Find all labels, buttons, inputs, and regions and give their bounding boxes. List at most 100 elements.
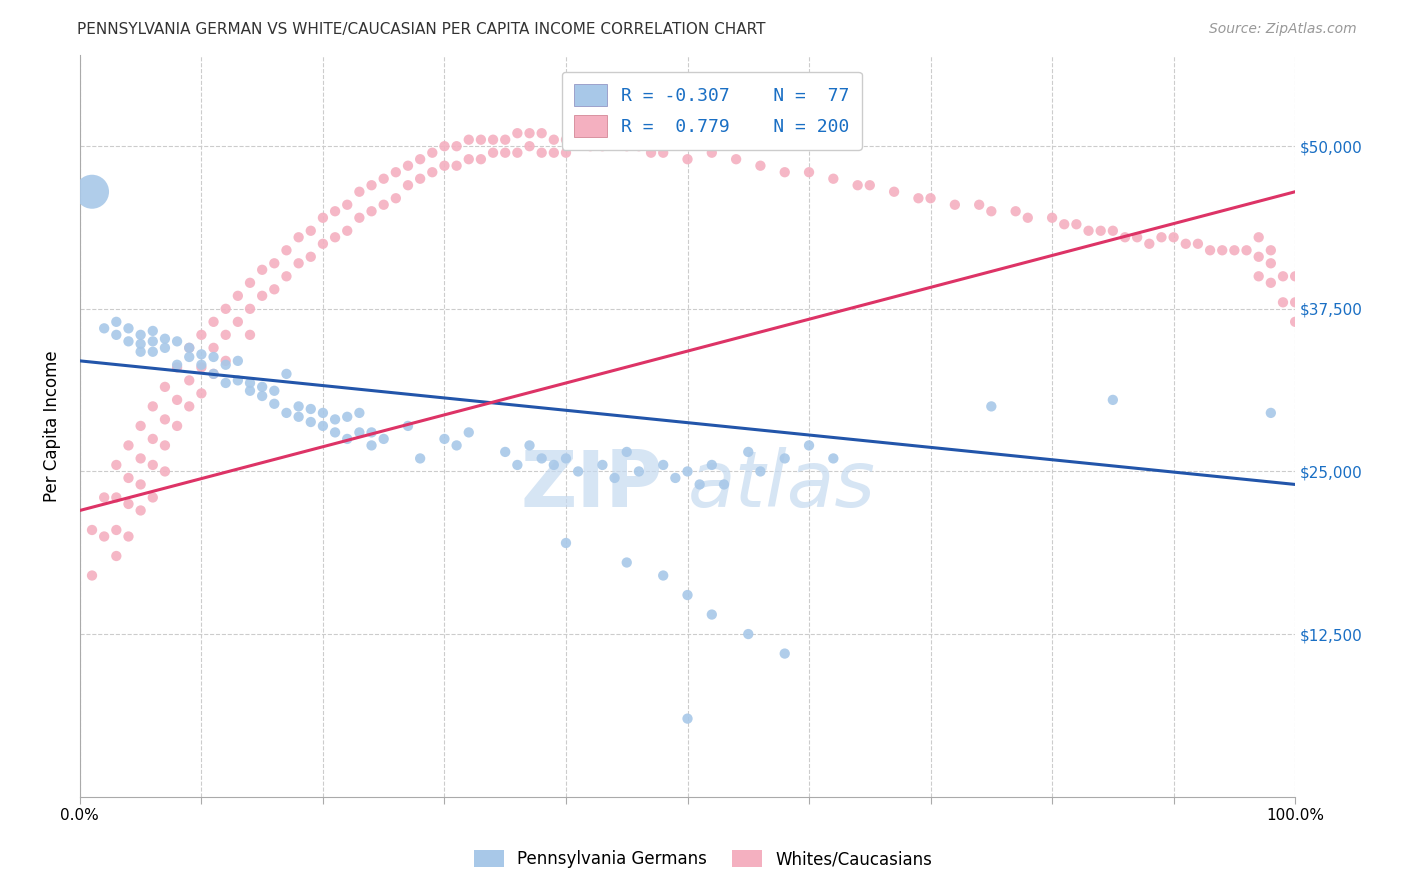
Point — [446, 159, 468, 173]
Point — [616, 445, 638, 459]
Point — [1077, 224, 1099, 238]
Point — [676, 712, 699, 726]
Point — [215, 301, 238, 316]
Point — [129, 344, 152, 359]
Point — [215, 327, 238, 342]
Point — [166, 392, 188, 407]
Point — [1247, 250, 1270, 264]
Point — [360, 204, 382, 219]
Point — [287, 409, 309, 424]
Point — [519, 126, 541, 140]
Point — [676, 588, 699, 602]
Point — [117, 471, 139, 485]
Point — [166, 418, 188, 433]
Point — [494, 445, 516, 459]
Point — [336, 409, 359, 424]
Point — [373, 432, 395, 446]
Point — [129, 327, 152, 342]
Point — [980, 204, 1002, 219]
Point — [664, 471, 686, 485]
Point — [749, 465, 772, 479]
Point — [567, 465, 589, 479]
Point — [420, 165, 443, 179]
Point — [360, 178, 382, 193]
Point — [239, 384, 262, 398]
Point — [153, 341, 176, 355]
Point — [190, 386, 212, 401]
Point — [1272, 269, 1295, 284]
Point — [373, 198, 395, 212]
Point — [433, 139, 456, 153]
Point — [652, 458, 675, 472]
Point — [93, 491, 115, 505]
Point — [859, 178, 882, 193]
Point — [920, 191, 942, 205]
Point — [1174, 236, 1197, 251]
Point — [360, 438, 382, 452]
Point — [239, 376, 262, 390]
Point — [312, 211, 335, 225]
Point — [105, 327, 128, 342]
Point — [250, 389, 273, 403]
Point — [153, 332, 176, 346]
Point — [142, 334, 165, 349]
Point — [652, 568, 675, 582]
Point — [80, 523, 103, 537]
Point — [797, 165, 820, 179]
Point — [725, 152, 748, 166]
Point — [737, 627, 759, 641]
Point — [263, 397, 285, 411]
Point — [1126, 230, 1149, 244]
Point — [166, 334, 188, 349]
Point — [105, 549, 128, 563]
Point — [129, 477, 152, 491]
Point — [1137, 236, 1160, 251]
Point — [179, 400, 201, 414]
Point — [797, 438, 820, 452]
Point — [555, 536, 578, 550]
Point — [907, 191, 929, 205]
Point — [226, 354, 249, 368]
Point — [567, 133, 589, 147]
Point — [129, 418, 152, 433]
Point — [299, 250, 322, 264]
Text: ZIP: ZIP — [522, 447, 664, 524]
Legend: R = -0.307    N =  77, R =  0.779    N = 200: R = -0.307 N = 77, R = 0.779 N = 200 — [561, 71, 862, 150]
Point — [263, 282, 285, 296]
Legend: Pennsylvania Germans, Whites/Caucasians: Pennsylvania Germans, Whites/Caucasians — [467, 843, 939, 875]
Point — [299, 224, 322, 238]
Point — [349, 425, 371, 440]
Point — [1247, 230, 1270, 244]
Point — [470, 133, 492, 147]
Point — [80, 185, 103, 199]
Point — [1053, 217, 1076, 231]
Point — [846, 178, 869, 193]
Point — [336, 224, 359, 238]
Point — [312, 406, 335, 420]
Point — [967, 198, 990, 212]
Point — [142, 400, 165, 414]
Y-axis label: Per Capita Income: Per Capita Income — [44, 350, 60, 501]
Point — [713, 477, 735, 491]
Point — [519, 438, 541, 452]
Point — [1163, 230, 1185, 244]
Point — [409, 451, 432, 466]
Point — [506, 145, 529, 160]
Point — [543, 145, 565, 160]
Text: Source: ZipAtlas.com: Source: ZipAtlas.com — [1209, 22, 1357, 37]
Point — [555, 145, 578, 160]
Point — [276, 367, 298, 381]
Point — [543, 133, 565, 147]
Point — [105, 315, 128, 329]
Point — [494, 145, 516, 160]
Point — [579, 139, 602, 153]
Point — [1199, 244, 1222, 258]
Point — [1284, 295, 1306, 310]
Point — [676, 465, 699, 479]
Point — [250, 262, 273, 277]
Point — [153, 438, 176, 452]
Point — [555, 133, 578, 147]
Point — [129, 451, 152, 466]
Point — [530, 126, 553, 140]
Point — [202, 315, 225, 329]
